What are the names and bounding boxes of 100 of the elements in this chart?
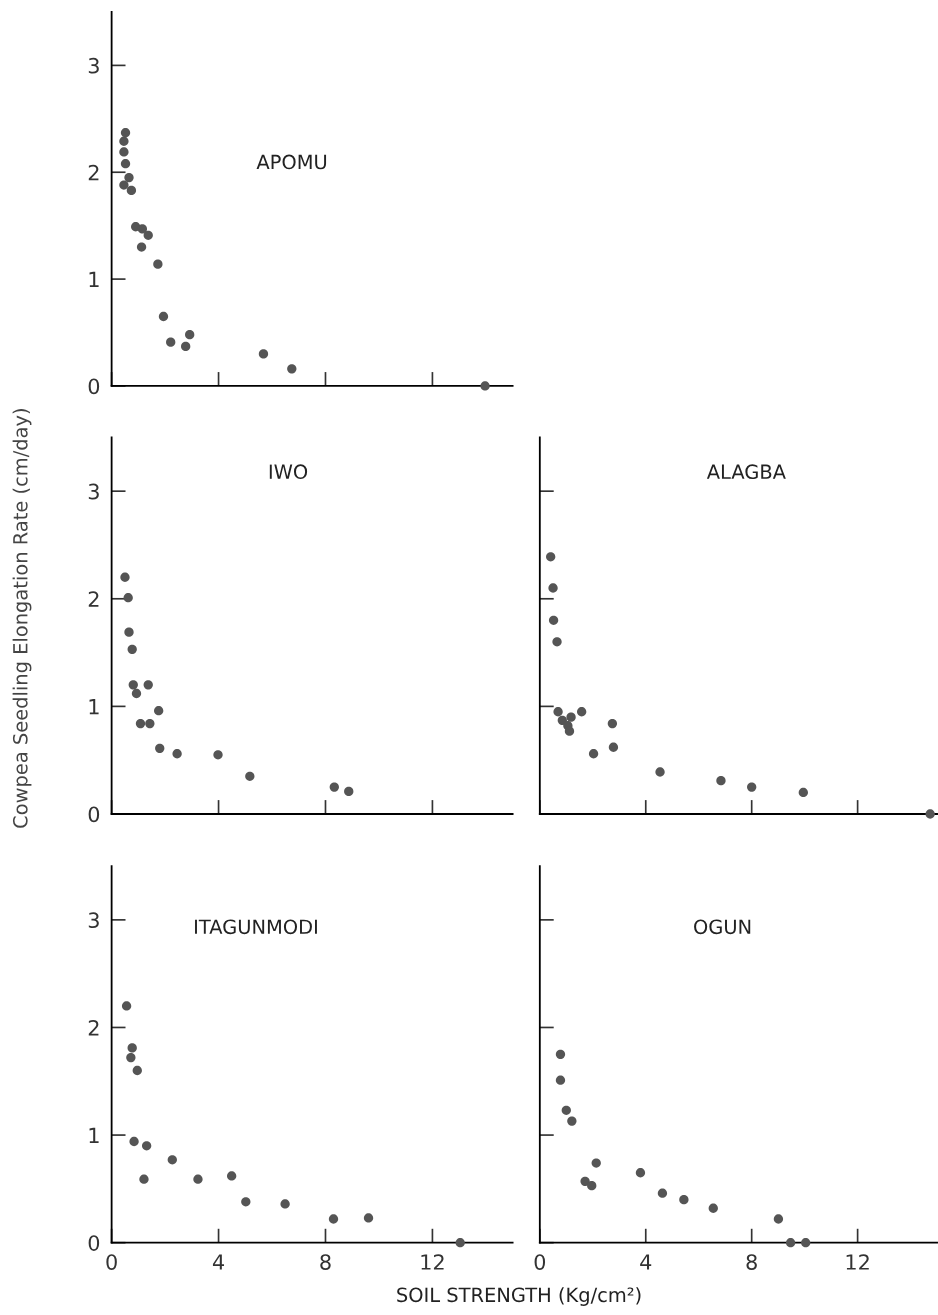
y-tick-label: 3 (88, 483, 99, 500)
x-tick-label: 12 (846, 1254, 869, 1270)
point (785, 1238, 796, 1248)
point (798, 787, 808, 798)
y-tick-label: 1 (89, 699, 99, 715)
point (329, 782, 339, 792)
point (591, 1158, 601, 1168)
x-tick-label: 4 (640, 1254, 652, 1270)
point (555, 1075, 566, 1085)
point (127, 1043, 137, 1053)
text: ALAGBA (706, 464, 786, 480)
point (363, 1213, 374, 1223)
point (143, 230, 153, 240)
point (213, 750, 223, 760)
point (141, 1141, 152, 1151)
point (241, 1197, 251, 1207)
point (287, 364, 297, 374)
y-tick-label: 2 (88, 164, 99, 181)
point (143, 680, 153, 690)
point (166, 337, 176, 347)
point (119, 147, 129, 157)
point (608, 742, 619, 752)
point (577, 707, 587, 717)
point (136, 242, 147, 252)
y-tick-label: 2 (88, 591, 99, 607)
point (153, 259, 163, 269)
point (158, 311, 169, 322)
text: APOMU (256, 154, 327, 170)
point (126, 1052, 136, 1063)
point (567, 1116, 577, 1126)
point (124, 172, 134, 183)
point (280, 1199, 290, 1209)
point (155, 743, 165, 753)
point (566, 712, 576, 722)
point (561, 1105, 571, 1115)
y-tick-label: 3 (88, 57, 99, 74)
point (716, 775, 726, 786)
point (657, 1188, 668, 1198)
y-tick-label: 1 (89, 1127, 99, 1143)
y-axis-title: Cowpea Seedling Elongation Rate (cm/day) (12, 409, 32, 828)
point (555, 1049, 566, 1060)
point (135, 718, 146, 729)
x-tick-label: 8 (320, 1254, 331, 1270)
point (455, 1238, 465, 1248)
point (120, 572, 130, 582)
point (552, 637, 562, 647)
y-tick-label: 3 (88, 912, 99, 929)
point (925, 809, 935, 819)
point (548, 583, 558, 593)
point (167, 1155, 177, 1165)
point (655, 767, 665, 777)
point (123, 593, 133, 603)
point (121, 1001, 132, 1011)
point (588, 749, 599, 759)
point (679, 1194, 689, 1205)
point (172, 749, 182, 759)
point (139, 1174, 149, 1184)
point (119, 136, 129, 146)
text: IWO (269, 464, 308, 480)
point (557, 715, 567, 726)
point (185, 330, 195, 340)
point (546, 552, 556, 562)
point (553, 707, 563, 717)
point (747, 782, 757, 792)
point (773, 1214, 784, 1224)
point (181, 341, 191, 352)
point (154, 706, 164, 716)
point (480, 381, 490, 391)
point (131, 688, 142, 699)
text: OGUN (694, 919, 751, 935)
point (328, 1214, 339, 1224)
point (145, 718, 155, 729)
point (120, 159, 131, 169)
point (635, 1168, 646, 1178)
point (708, 1203, 718, 1213)
x-axis-title: SOIL STRENGTH (Kg/cm²) (397, 1287, 641, 1306)
point (344, 786, 354, 797)
point (607, 718, 618, 729)
point (580, 1176, 590, 1186)
point (128, 680, 138, 690)
point (120, 128, 131, 138)
y-tick-label: 0 (88, 806, 100, 823)
point (137, 224, 148, 234)
point (127, 644, 137, 655)
x-tick-label: 4 (212, 1254, 225, 1270)
point (226, 1171, 237, 1181)
x-tick-label: 0 (534, 1254, 546, 1270)
point (193, 1174, 203, 1184)
y-tick-label: 2 (88, 1019, 99, 1036)
point (126, 185, 137, 196)
point (132, 1065, 142, 1076)
point (129, 1136, 139, 1147)
point (119, 180, 129, 190)
point (124, 627, 134, 637)
text: ITAGUNMODI (195, 919, 317, 935)
y-tick-label: 1 (89, 271, 99, 288)
y-tick-label: 0 (88, 1235, 100, 1251)
x-tick-label: 0 (106, 1254, 117, 1270)
x-tick-label: 12 (421, 1254, 444, 1270)
point (548, 615, 559, 625)
